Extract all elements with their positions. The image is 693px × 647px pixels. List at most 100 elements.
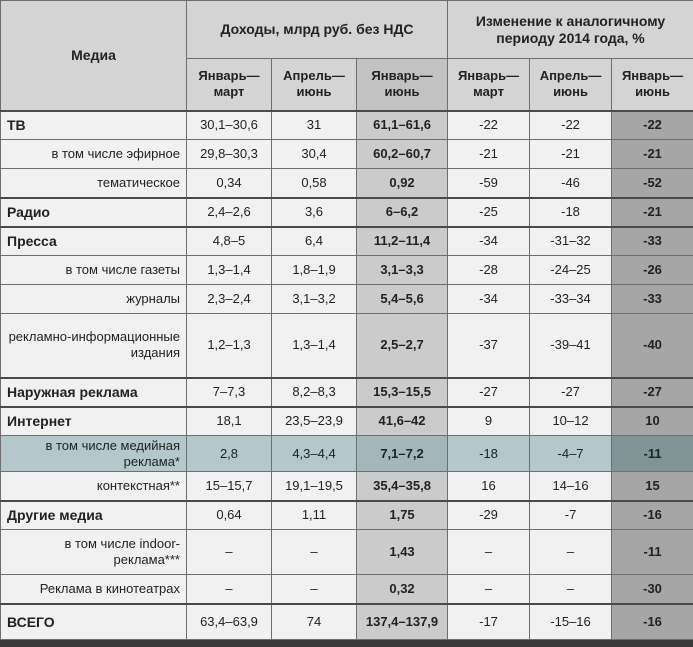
income-cell: 4,3–4,4 (271, 435, 357, 472)
income-cell: 3,1–3,3 (355, 255, 449, 285)
income-cell: 23,5–23,9 (271, 405, 357, 436)
income-cell: 29,8–30,3 (186, 139, 272, 169)
header-row-1: Медиа Доходы, млрд руб. без НДС Изменени… (0, 0, 693, 111)
table-row: Наружная реклама 7–7,3 8,2–8,3 15,3–15,5 -27… (0, 376, 693, 407)
income-cell: 4,8–5 (186, 225, 272, 256)
row-label: тематическое (0, 168, 187, 198)
income-cell: 6,4 (271, 225, 357, 256)
change-cell: -11 (611, 529, 693, 575)
income-cell: 0,64 (186, 499, 272, 530)
table-row: в том числе эфирное 29,8–30,3 30,4 60,2–60,… (0, 139, 693, 169)
change-cell: -59 (447, 168, 531, 198)
change-cell: -15–16 (529, 602, 613, 640)
income-cell: 7–7,3 (186, 376, 272, 407)
row-label: журналы (0, 284, 187, 314)
row-label: в том числе indoor-реклама*** (0, 529, 187, 575)
income-cell: – (186, 574, 272, 604)
change-cell: -22 (447, 109, 531, 140)
change-cell: -18 (447, 435, 531, 472)
table-row: тематическое 0,34 0,58 0,92 -59 -46 -52 (0, 168, 693, 198)
table-row: в том числе медийная реклама* 2,8 4,3–4,4 7… (0, 435, 693, 472)
media-header: Медиа (0, 0, 187, 111)
change-cell: -40 (611, 313, 693, 378)
change-cell: -21 (447, 139, 531, 169)
table-row: Интернет 18,1 23,5–23,9 41,6–42 9 10–12 10 (0, 405, 693, 436)
income-period-h1: Январь—июнь (355, 58, 449, 111)
change-cell: -30 (611, 574, 693, 604)
header-row-2: Январь—март Апрель—июнь Январь—июнь Янва… (1, 58, 693, 111)
row-label: ТВ (0, 109, 187, 140)
change-cell: 9 (447, 405, 531, 436)
income-cell: 0,92 (355, 168, 449, 198)
table-row: журналы 2,3–2,4 3,1–3,2 5,4–5,6 -34 -33–34 -33 (0, 284, 693, 314)
income-cell: 8,2–8,3 (271, 376, 357, 407)
table-row: Пресса 4,8–5 6,4 11,2–11,4 -34 -31–32 -33 (0, 225, 693, 256)
change-cell: – (529, 574, 613, 604)
income-cell: 60,2–60,7 (355, 139, 449, 169)
change-cell: -29 (447, 499, 531, 530)
change-cell: -21 (611, 196, 693, 227)
table-row: контекстная** 15–15,7 19,1–19,5 35,4–35,8 16… (0, 471, 693, 501)
row-label: Наружная реклама (0, 376, 187, 407)
income-cell: 15–15,7 (186, 471, 272, 501)
table-row: ТВ 30,1–30,6 31 61,1–61,6 -22 -22 -22 (0, 109, 693, 140)
change-period-q1: Январь—март (447, 58, 531, 111)
income-cell: 74 (271, 602, 357, 640)
income-cell: 1,3–1,4 (271, 313, 357, 378)
income-cell: 30,4 (271, 139, 357, 169)
table-row: ВСЕГО 63,4–63,9 74 137,4–137,9 -17 -15–16 -16 (0, 602, 693, 640)
change-cell: -27 (611, 376, 693, 407)
change-cell: – (447, 529, 531, 575)
change-period-h1: Январь—июнь (611, 58, 693, 111)
change-cell: -21 (529, 139, 613, 169)
change-cell: -37 (447, 313, 531, 378)
income-cell: 35,4–35,8 (355, 471, 449, 501)
income-cell: 5,4–5,6 (355, 284, 449, 314)
change-cell: -34 (447, 225, 531, 256)
row-label: Реклама в кинотеатрах (0, 574, 187, 604)
change-cell: -28 (447, 255, 531, 285)
change-header: Изменение к аналогичному периоду 2014 го… (447, 0, 693, 59)
income-cell: 61,1–61,6 (355, 109, 449, 140)
row-label: контекстная** (0, 471, 187, 501)
income-cell: 0,34 (186, 168, 272, 198)
income-cell: 7,1–7,2 (355, 435, 449, 472)
table-body: ТВ 30,1–30,6 31 61,1–61,6 -22 -22 -22 в том чис… (0, 109, 693, 640)
income-cell: 1,3–1,4 (186, 255, 272, 285)
income-cell: 1,43 (355, 529, 449, 575)
table-row: в том числе газеты 1,3–1,4 1,8–1,9 3,1–3,3-… (0, 255, 693, 285)
change-cell: -4–7 (529, 435, 613, 472)
income-cell: 1,8–1,9 (271, 255, 357, 285)
change-cell: -31–32 (529, 225, 613, 256)
change-cell: -22 (611, 109, 693, 140)
income-cell: 63,4–63,9 (186, 602, 272, 640)
change-cell: -25 (447, 196, 531, 227)
income-cell: 1,75 (355, 499, 449, 530)
table-row: Радио 2,4–2,6 3,6 6–6,2 -25 -18 -21 (0, 196, 693, 227)
table-row: в том числе indoor-реклама*** – –1,43– – -11 (0, 529, 693, 575)
income-cell: 15,3–15,5 (355, 376, 449, 407)
income-cell: 11,2–11,4 (355, 225, 449, 256)
income-cell: 31 (271, 109, 357, 140)
change-cell: -39–41 (529, 313, 613, 378)
income-cell: 2,4–2,6 (186, 196, 272, 227)
row-label: Пресса (0, 225, 187, 256)
income-cell: – (271, 574, 357, 604)
row-label: Радио (0, 196, 187, 227)
row-label: Другие медиа (0, 499, 187, 530)
table-row: рекламно-информационные издания 1,2–1,3 1,… (0, 313, 693, 378)
row-label: рекламно-информационные издания (0, 313, 187, 378)
income-cell: 6–6,2 (355, 196, 449, 227)
row-label: в том числе эфирное (0, 139, 187, 169)
change-cell: 14–16 (529, 471, 613, 501)
change-cell: -52 (611, 168, 693, 198)
income-period-q1: Январь—март (186, 58, 272, 111)
income-cell: 2,8 (186, 435, 272, 472)
change-cell: -33 (611, 284, 693, 314)
change-cell: -21 (611, 139, 693, 169)
change-cell: 16 (447, 471, 531, 501)
income-cell: – (186, 529, 272, 575)
table-row: Реклама в кинотеатрах – –0,32– – -30 (0, 574, 693, 604)
income-cell: 41,6–42 (355, 405, 449, 436)
